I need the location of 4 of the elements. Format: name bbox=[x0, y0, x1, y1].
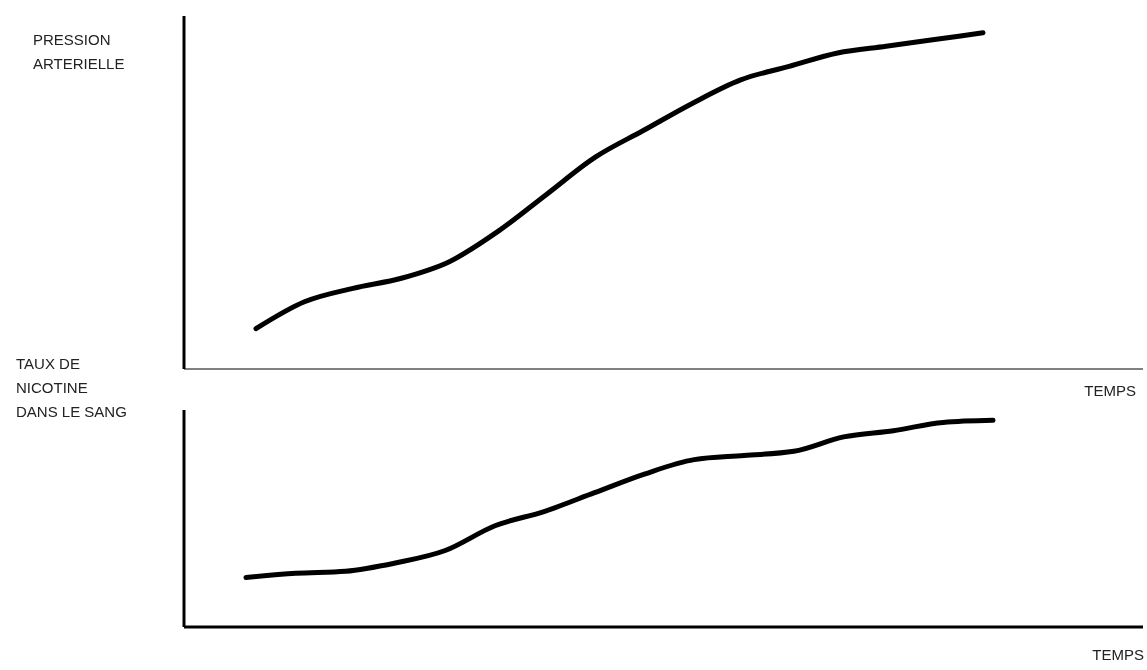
x-axis-title: TEMPS bbox=[1092, 646, 1144, 663]
x-axis-title: TEMPS bbox=[1084, 382, 1136, 399]
y-axis-title: TAUX DE NICOTINE DANS LE SANG bbox=[16, 354, 127, 422]
y-axis-title: PRESSION ARTERIELLE bbox=[33, 30, 125, 74]
